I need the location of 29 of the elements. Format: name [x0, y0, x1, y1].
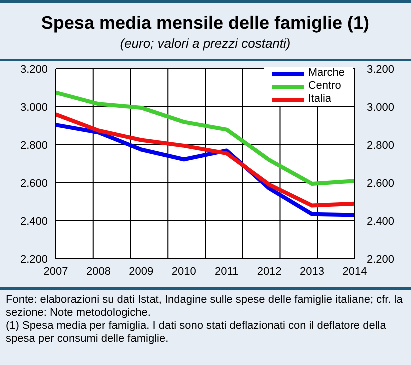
legend-label: Centro — [308, 80, 342, 93]
x-tick-label: 2010 — [172, 266, 196, 278]
line-series — [54, 90, 357, 186]
x-tick-label: 2012 — [257, 266, 282, 278]
y2-tick-label: 2.400 — [367, 216, 395, 228]
y-tick-label: 3.200 — [20, 64, 48, 76]
y-tick-label: 2.200 — [20, 254, 48, 266]
y-tick-label: 3.000 — [20, 102, 48, 114]
y2-tick-label: 3.000 — [367, 102, 395, 114]
x-tick-label: 2007 — [44, 266, 68, 278]
x-tick-label: 2014 — [342, 266, 368, 278]
y-tick-label: 2.400 — [20, 216, 48, 228]
y-tick-label: 2.800 — [20, 140, 48, 152]
legend-label: Italia — [308, 93, 332, 106]
text: (1) Spesa media per famiglia. I dati sono stati deflazionati con il deflatore della spesa per consumi delle famiglie. — [6, 320, 388, 346]
x-tick-label: 2011 — [215, 266, 239, 278]
legend-label: Marche — [308, 67, 345, 80]
chart-subtitle: (euro; valori a prezzi costanti) — [119, 36, 292, 51]
chart-title: Spesa media mensile delle famiglie (1) — [40, 12, 371, 34]
y-tick-label: 2.600 — [20, 178, 48, 190]
y2-tick-label: 2.800 — [367, 140, 395, 152]
x-tick-label: 2013 — [300, 266, 325, 278]
x-tick-label: 2008 — [86, 266, 111, 278]
y2-tick-label: 2.600 — [367, 178, 395, 190]
y2-tick-label: 3.200 — [367, 64, 395, 76]
line-series — [54, 112, 357, 208]
source-note: Fonte: elaborazioni su dati Istat, Indagine sulle spese delle famiglie italiane; cfr. la sezione: Note metodologiche. — [6, 294, 404, 320]
y2-tick-label: 2.200 — [367, 254, 395, 266]
x-tick-label: 2009 — [129, 266, 154, 278]
